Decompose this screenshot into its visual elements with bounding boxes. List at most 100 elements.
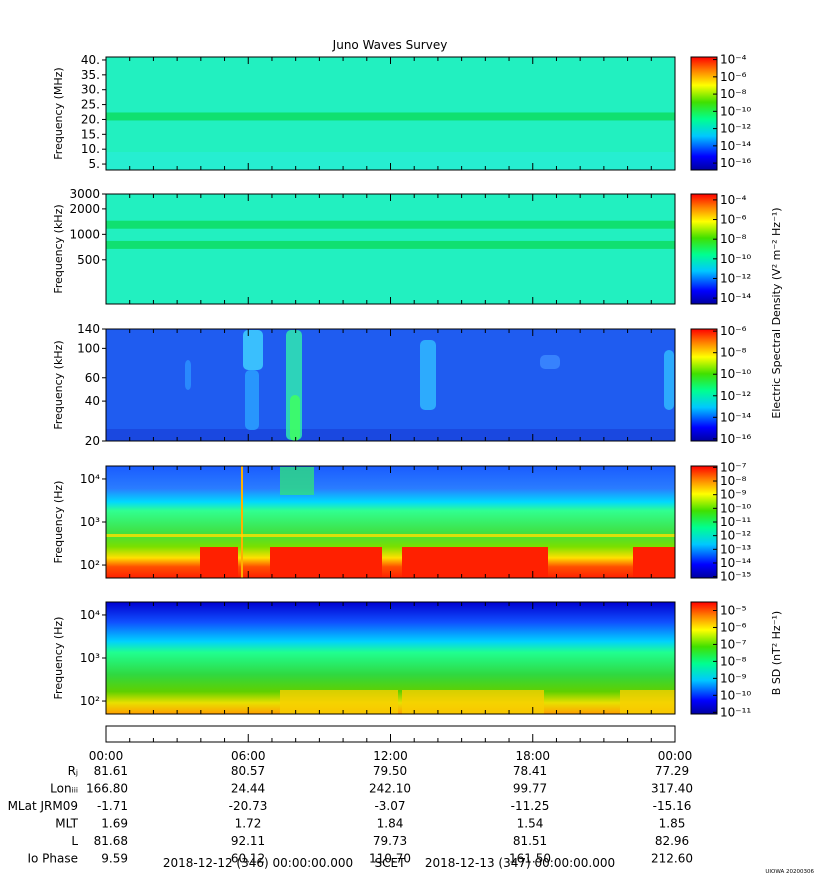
colorbar-tick-label: 10⁻¹⁰ bbox=[720, 501, 751, 515]
spectrogram-background bbox=[106, 466, 675, 578]
emission-band bbox=[106, 220, 675, 229]
y-axis-label: Frequency (kHz) bbox=[52, 204, 65, 293]
colorbar-gradient bbox=[690, 328, 718, 442]
emission-block bbox=[620, 690, 675, 714]
colorbar-tick-label: 10⁻⁷ bbox=[720, 637, 747, 651]
colorbar-tick-label: 10⁻¹⁴ bbox=[720, 291, 751, 305]
colorbar-gradient bbox=[690, 56, 718, 171]
ephemeris-value: 81.68 bbox=[94, 834, 128, 848]
radio-burst bbox=[245, 370, 259, 430]
ephemeris-value: -15.16 bbox=[653, 799, 692, 813]
time-tick-label: 00:00 bbox=[658, 749, 693, 763]
colorbar-tick-label: 10⁻¹² bbox=[720, 271, 751, 285]
ephemeris-value: 79.73 bbox=[373, 834, 407, 848]
ephemeris-label: Rⱼ bbox=[68, 764, 78, 778]
colorbar-tick-label: 10⁻¹² bbox=[720, 529, 751, 543]
footer-scet-label: SCET bbox=[375, 856, 407, 870]
colorbar-tick-label: 10⁻⁸ bbox=[720, 87, 747, 101]
y-tick-label: 20 bbox=[85, 434, 100, 448]
colorbar-tick-label: 10⁻⁵ bbox=[720, 603, 747, 617]
ephemeris-value: 78.41 bbox=[513, 764, 547, 778]
colorbar-5: 10⁻⁵ 10⁻⁶ 10⁻⁷ 10⁻⁸ 10⁻⁹ 10⁻¹⁰ 10⁻¹¹ bbox=[690, 601, 751, 719]
colorbar-tick-label: 10⁻⁹ bbox=[720, 671, 747, 685]
radio-burst bbox=[664, 350, 674, 410]
spectrogram-background bbox=[106, 194, 675, 304]
ephemeris-value: 1.72 bbox=[235, 817, 262, 831]
radio-burst bbox=[185, 360, 191, 390]
ephemeris-label: MLat JRM09 bbox=[8, 799, 78, 813]
ephemeris-value: 92.11 bbox=[231, 834, 265, 848]
radio-burst bbox=[290, 395, 300, 441]
colorbar-tick-label: 10⁻⁸ bbox=[720, 654, 747, 668]
colorbar-tick-label: 10⁻¹⁶ bbox=[720, 156, 751, 170]
colorbar-tick-label: 10⁻¹⁰ bbox=[720, 367, 751, 381]
colorbar-tick-label: 10⁻¹³ bbox=[720, 542, 751, 556]
ephemeris-value: 79.50 bbox=[373, 764, 407, 778]
colorbar-tick-label: 10⁻⁶ bbox=[720, 620, 747, 634]
radio-burst bbox=[420, 340, 436, 410]
colorbar-tick-label: 10⁻¹⁵ bbox=[720, 570, 751, 584]
colorbar-tick-label: 10⁻⁷ bbox=[720, 460, 747, 474]
colorbar-tick-label: 10⁻¹⁴ bbox=[720, 556, 751, 570]
ephemeris-value: 166.80 bbox=[86, 782, 128, 796]
intense-emission-block bbox=[402, 547, 548, 578]
colorbar-2: 10⁻⁴ 10⁻⁶ 10⁻⁸ 10⁻¹⁰ 10⁻¹² 10⁻¹⁴ bbox=[690, 193, 751, 305]
magnetic-colorbar-title: B SD (nT² Hz⁻¹) bbox=[770, 611, 783, 695]
radio-burst bbox=[243, 330, 263, 370]
ephemeris-value: 110.70 bbox=[369, 852, 411, 866]
colorbar-3: 10⁻⁶ 10⁻⁸ 10⁻¹⁰ 10⁻¹² 10⁻¹⁴ 10⁻¹⁶ bbox=[690, 324, 751, 446]
spectrogram-panel-1: 5.10.15.20.25.30.35.40. Frequency (MHz) bbox=[52, 53, 676, 171]
ephemeris-label: MLT bbox=[55, 817, 78, 831]
ephemeris-value: 77.29 bbox=[655, 764, 689, 778]
spectrogram-panel-4: 10² 10³ 10⁴ Frequency (Hz) bbox=[52, 465, 676, 579]
colorbar-tick-label: 10⁻⁸ bbox=[720, 232, 747, 246]
emission-block bbox=[402, 690, 544, 714]
colorbar-tick-label: 10⁻¹² bbox=[720, 122, 751, 136]
y-tick-label: 40 bbox=[85, 394, 100, 408]
colorbar-tick-label: 10⁻¹¹ bbox=[720, 515, 751, 529]
radio-burst bbox=[540, 355, 560, 369]
y-tick-label: 40. bbox=[81, 53, 100, 67]
interference-line bbox=[106, 534, 675, 537]
whistler-burst bbox=[280, 467, 314, 495]
time-tick-label: 18:00 bbox=[515, 749, 550, 763]
footer-end-time: 2018-12-13 (347) 00:00:00.000 bbox=[425, 856, 615, 870]
time-tick-label: 06:00 bbox=[231, 749, 266, 763]
y-axis-label: Frequency (kHz) bbox=[52, 340, 65, 429]
ephemeris-value: 242.10 bbox=[369, 782, 411, 796]
colorbar-tick-label: 10⁻⁸ bbox=[720, 474, 747, 488]
colorbar-tick-label: 10⁻¹¹ bbox=[720, 705, 751, 719]
y-tick-label: 5. bbox=[89, 157, 100, 171]
time-tick-label: 12:00 bbox=[373, 749, 408, 763]
y-tick-label: 10⁴ bbox=[80, 608, 100, 622]
colorbar-tick-label: 10⁻¹⁶ bbox=[720, 432, 751, 446]
intense-emission-block bbox=[200, 547, 238, 578]
ephemeris-value: 1.84 bbox=[377, 817, 404, 831]
ephemeris-value: 1.85 bbox=[659, 817, 686, 831]
colorbar-tick-label: 10⁻¹⁰ bbox=[720, 688, 751, 702]
colorbar-tick-label: 10⁻¹² bbox=[720, 389, 751, 403]
colorbar-tick-label: 10⁻⁸ bbox=[720, 346, 747, 360]
y-tick-label: 500 bbox=[77, 253, 100, 267]
ephemeris-label: Io Phase bbox=[27, 852, 78, 866]
y-tick-label: 10³ bbox=[80, 515, 100, 529]
colorbar-tick-label: 10⁻⁶ bbox=[720, 213, 747, 227]
ephemeris-value: 1.69 bbox=[101, 817, 128, 831]
colorbar-tick-label: 10⁻¹⁴ bbox=[720, 410, 751, 424]
ephemeris-value: 81.51 bbox=[513, 834, 547, 848]
emission-band bbox=[106, 112, 675, 121]
colorbar-1: 10⁻⁴ 10⁻⁶ 10⁻⁸ 10⁻¹⁰ 10⁻¹² 10⁻¹⁴ 10⁻¹⁶ bbox=[690, 53, 751, 171]
time-tick-label: 00:00 bbox=[89, 749, 124, 763]
intense-emission-block bbox=[270, 547, 382, 578]
y-tick-label: 10² bbox=[80, 694, 100, 708]
spectrogram-panel-3: 20 40 60 100 140 Frequency (kHz) bbox=[52, 322, 676, 448]
y-tick-label: 60 bbox=[85, 371, 100, 385]
colorbar-tick-label: 10⁻¹⁰ bbox=[720, 104, 751, 118]
y-tick-label: 140 bbox=[77, 322, 100, 336]
ephemeris-value: -3.07 bbox=[374, 799, 405, 813]
ephemeris-value: 82.96 bbox=[655, 834, 689, 848]
footer-start-time: 2018-12-12 (346) 00:00:00.000 bbox=[163, 856, 353, 870]
ephemeris-value: 24.44 bbox=[231, 782, 265, 796]
